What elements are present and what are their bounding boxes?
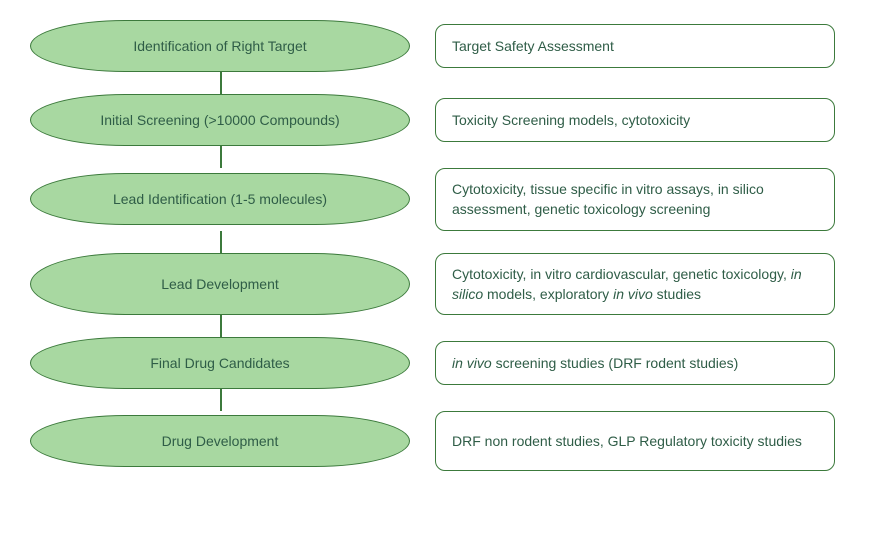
stage-description: Target Safety Assessment <box>435 24 835 68</box>
stage-label: Drug Development <box>162 432 279 450</box>
stage-lens: Lead Development <box>30 253 410 315</box>
stage-row: Initial Screening (>10000 Compounds) Toxi… <box>30 94 845 146</box>
stage-label: Lead Identification (1-5 molecules) <box>113 190 327 208</box>
stage-label: Initial Screening (>10000 Compounds) <box>100 111 339 129</box>
stage-row: Lead Identification (1-5 molecules) Cytot… <box>30 168 845 231</box>
stage-row: Lead Development Cytotoxicity, in vitro c… <box>30 253 845 316</box>
stage-description-text: in vivo screening studies (DRF rodent st… <box>452 353 738 373</box>
stage-row: Drug Development DRF non rodent studies, … <box>30 411 845 471</box>
stage-lens: Lead Identification (1-5 molecules) <box>30 173 410 225</box>
stage-label: Lead Development <box>161 275 279 293</box>
stage-description-text: Toxicity Screening models, cytotoxicity <box>452 110 690 130</box>
connector-line <box>220 315 222 337</box>
stage-description-text: Target Safety Assessment <box>452 36 614 56</box>
stage-description: Cytotoxicity, in vitro cardiovascular, g… <box>435 253 835 316</box>
stage-description: Cytotoxicity, tissue specific in vitro a… <box>435 168 835 231</box>
stage-description: Toxicity Screening models, cytotoxicity <box>435 98 835 142</box>
flowchart-diagram: Identification of Right Target Target Saf… <box>30 20 845 471</box>
connector-line <box>220 146 222 168</box>
stage-description: DRF non rodent studies, GLP Regulatory t… <box>435 411 835 471</box>
stage-description-text: Cytotoxicity, tissue specific in vitro a… <box>452 179 818 220</box>
connector-line <box>220 231 222 253</box>
stage-description-text: Cytotoxicity, in vitro cardiovascular, g… <box>452 264 818 305</box>
stage-row: Identification of Right Target Target Saf… <box>30 20 845 72</box>
stage-lens: Drug Development <box>30 415 410 467</box>
stage-lens: Initial Screening (>10000 Compounds) <box>30 94 410 146</box>
stage-label: Final Drug Candidates <box>150 354 289 372</box>
stage-description: in vivo screening studies (DRF rodent st… <box>435 341 835 385</box>
stage-row: Final Drug Candidates in vivo screening s… <box>30 337 845 389</box>
stage-label: Identification of Right Target <box>133 37 306 55</box>
stage-lens: Final Drug Candidates <box>30 337 410 389</box>
connector-line <box>220 72 222 94</box>
stage-description-text: DRF non rodent studies, GLP Regulatory t… <box>452 431 802 451</box>
stage-lens: Identification of Right Target <box>30 20 410 72</box>
connector-line <box>220 389 222 411</box>
